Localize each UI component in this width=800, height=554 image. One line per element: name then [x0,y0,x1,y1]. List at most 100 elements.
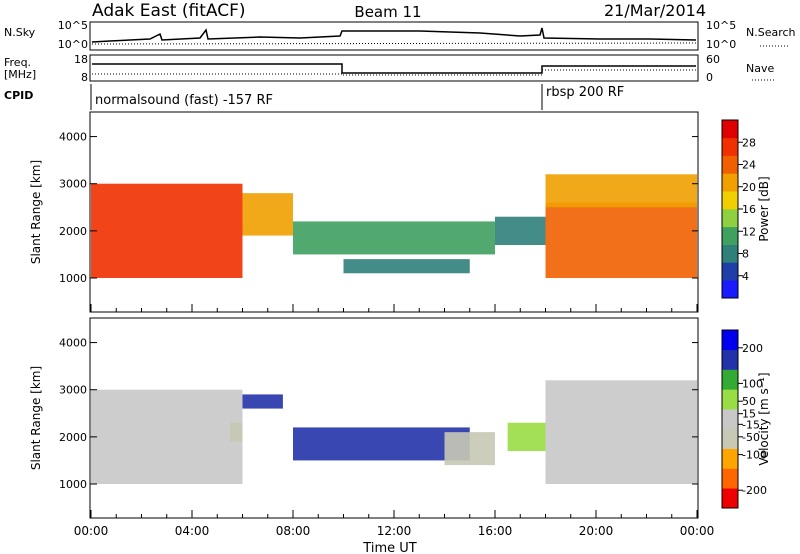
freq-tick-top: 18 [74,53,88,66]
power-y-tick-label-4: 4000 [59,131,87,144]
freq-label-line2: [MHz] [4,68,36,81]
velocity-echo-region-7 [545,380,697,484]
nsearch-tick-bottom: 10^0 [706,38,736,51]
velocity-echo-layer [91,380,697,484]
beam-title: Beam 11 [354,3,421,21]
velocity-panel-frame [89,317,699,519]
velocity-colorbar-bin-7 [722,369,738,390]
power-y-tick-label-1: 1000 [59,272,87,285]
nsearch-trace [91,42,697,45]
velocity-colorbar-bin-6 [722,389,738,410]
power-colorbar-tick-label-5: 20 [742,181,756,194]
power-colorbar-tick-label-1: 4 [742,270,749,283]
power-colorbar-bin-8 [722,155,738,174]
nsky-label: N.Sky [4,26,36,39]
nsky-tick-top: 10^5 [58,19,88,32]
velocity-colorbar-tick-label-7: -100 [742,449,767,462]
velocity-y-label: Slant Range [km] [29,366,43,470]
velocity-colorbar-tick-label-5: -15 [742,418,760,431]
velocity-colorbar-bin-5 [722,409,738,430]
velocity-echo-region-5 [444,432,495,466]
power-colorbar-tick-label-7: 28 [742,136,756,149]
velocity-echo-region-4 [293,427,470,461]
power-colorbar-ticks: 4 8 12 16 20 24 28 [738,136,756,283]
power-colorbar-bin-9 [722,137,738,156]
velocity-y-tick-label-4: 4000 [59,337,87,350]
velocity-colorbar-bin-4 [722,428,738,449]
power-colorbar-label: Power [dB] [757,176,771,241]
power-colorbar: 4 8 12 16 20 24 28 Power [dB] [721,119,771,299]
velocity-x-tick-label-5: 16:00 [478,524,513,538]
power-echo-region-5 [495,216,546,245]
freq-tick-bottom: 8 [81,71,88,84]
station-title: Adak East (fitACF) [92,1,246,21]
velocity-colorbar-tick-label-6: -50 [742,431,760,444]
velocity-x-tick-label-2: 04:00 [175,524,210,538]
cpid-segment-1: normalsound (fast) -157 RF [95,93,273,108]
power-y-tick-label-3: 3000 [59,178,87,191]
power-y-ticks: 1000 2000 3000 4000 [59,131,698,285]
nsky-trace [91,27,697,43]
velocity-x-ticks: 00:00 04:00 08:00 12:00 16:00 20:00 00:00 [74,510,715,538]
power-echo-region-1 [91,183,243,278]
power-y-label: Slant Range [km] [29,160,43,264]
velocity-panel: 1000 2000 3000 4000 00:00 04:00 08:00 12:00 16:… [29,317,715,554]
velocity-colorbar-tick-label-1: 200 [742,342,763,355]
power-colorbar-tick-label-2: 8 [742,248,749,261]
power-colorbar-tick-label-3: 12 [742,225,756,238]
nsky-strip-frame [89,21,699,51]
power-panel-frame [89,111,699,313]
power-colorbar-bin-10 [722,120,738,139]
nave-trace [92,69,696,76]
freq-trace [92,63,696,74]
velocity-colorbar-bin-8 [722,349,738,370]
power-colorbar-bin-7 [722,173,738,192]
velocity-colorbar-bin-3 [722,448,738,469]
cpid-segment-2: rbsp 200 RF [546,85,624,100]
velocity-colorbar-tick-label-8: -200 [742,484,767,497]
velocity-colorbar-bin-9 [722,330,738,351]
x-axis-label: Time UT [362,541,416,554]
power-colorbar-bin-4 [722,226,738,245]
velocity-y-ticks: 1000 2000 3000 4000 [59,337,698,491]
velocity-x-tick-label-7: 00:00 [680,524,715,538]
freq-label-line1: Freq. [4,56,31,69]
nave-label: Nave [746,62,774,75]
velocity-x-tick-label-3: 08:00 [276,524,311,538]
velocity-colorbar-frame [721,329,739,509]
power-echo-region-6 [545,202,697,278]
nave-tick-bottom: 0 [706,71,713,84]
velocity-colorbar-bin-1 [722,488,738,509]
power-echo-region-4 [343,259,470,274]
power-colorbar-bin-3 [722,244,738,263]
velocity-colorbar-tick-label-4: 15 [742,408,756,421]
velocity-echo-region-6 [507,422,546,451]
velocity-echo-region-3 [242,394,283,409]
power-panel: 1000 2000 3000 4000 Slant Range [km] [29,111,699,313]
freq-strip-frame [89,54,699,82]
velocity-echo-region-2 [229,422,243,442]
nsky-strip: N.Sky 10^5 10^0 N.Search 10^5 10^0 [4,19,796,51]
nsearch-tick-top: 10^5 [706,19,736,32]
nave-tick-top: 60 [706,53,720,66]
freq-strip: Freq. [MHz] 18 8 60 0 Nave [4,53,776,84]
velocity-colorbar-tick-label-3: 50 [742,395,756,408]
power-colorbar-bin-5 [722,209,738,228]
power-colorbar-tick-label-6: 24 [742,159,756,172]
velocity-colorbar-label: Velocity [m s⁻¹] [757,372,771,465]
power-echo-region-2 [242,193,293,236]
cpid-label: CPID [4,89,33,102]
power-colorbar-bin-1 [722,280,738,299]
power-echo-region-3 [293,221,495,255]
power-colorbar-bins [722,120,738,299]
power-colorbar-bin-6 [722,191,738,210]
power-echo-layer [91,174,697,278]
velocity-colorbar-bin-2 [722,468,738,489]
nsearch-label: N.Search [746,26,796,39]
velocity-colorbar-bins [722,330,738,509]
velocity-y-tick-label-3: 3000 [59,384,87,397]
velocity-y-tick-label-1: 1000 [59,478,87,491]
power-x-tickmarks [90,304,698,312]
